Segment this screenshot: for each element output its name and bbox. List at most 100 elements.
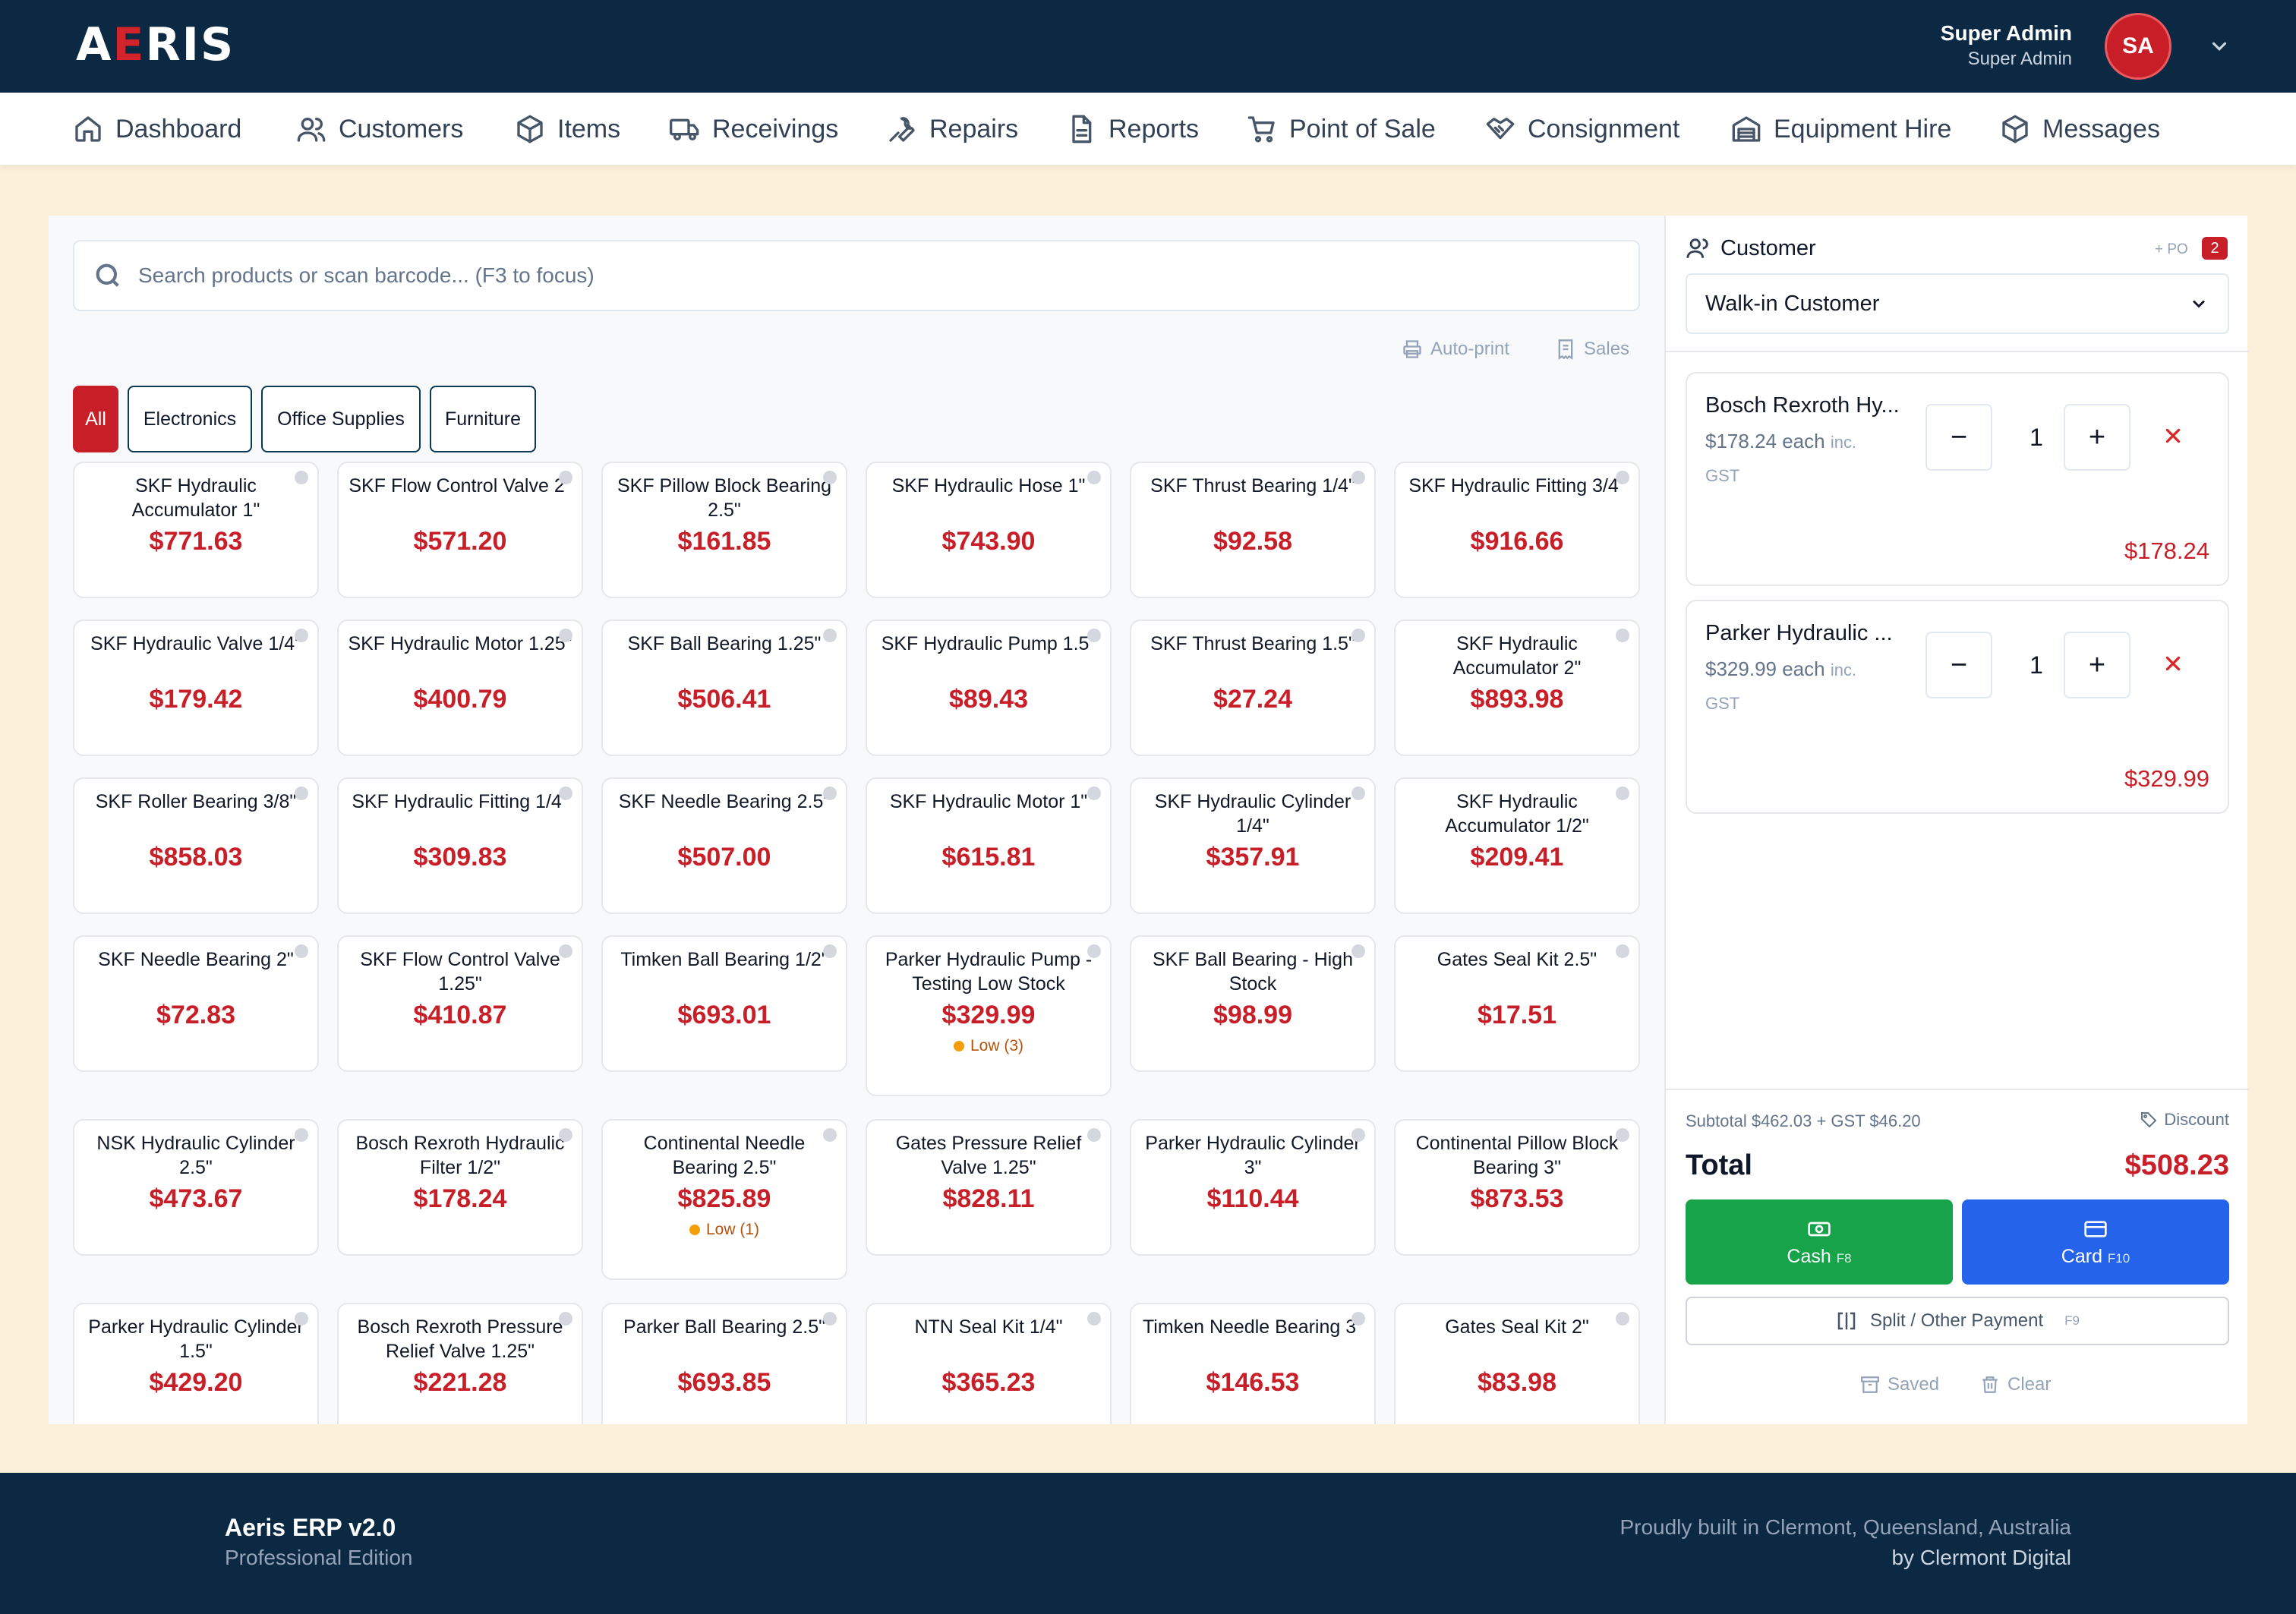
decrease-qty-button[interactable]: − (1925, 404, 1992, 471)
decrease-qty-button[interactable]: − (1925, 632, 1992, 698)
product-card[interactable]: SKF Hydraulic Accumulator 1/2" $209.41 (1394, 777, 1640, 914)
category-office-supplies[interactable]: Office Supplies (261, 386, 421, 452)
product-card[interactable]: SKF Roller Bearing 3/8" $858.03 (73, 777, 319, 914)
nav-item-messages[interactable]: Messages (2000, 93, 2160, 165)
product-card[interactable]: SKF Ball Bearing 1.25" $506.41 (601, 619, 847, 756)
product-name: SKF Hydraulic Fitting 3/4" (1408, 475, 1626, 496)
product-price: $916.66 (1470, 527, 1564, 556)
category-furniture[interactable]: Furniture (430, 386, 536, 452)
product-price: $161.85 (677, 527, 771, 556)
category-all[interactable]: All (73, 386, 118, 452)
footer-built-in: Proudly built in Clermont, Queensland, A… (1620, 1515, 2071, 1539)
product-card[interactable]: NSK Hydraulic Cylinder 2.5" $473.67 (73, 1119, 319, 1256)
card-payment-button[interactable]: Card F10 (1962, 1199, 2229, 1285)
sales-link[interactable]: Sales (1555, 336, 1629, 363)
product-card[interactable]: SKF Thrust Bearing 1.5" $27.24 (1130, 619, 1376, 756)
clear-cart-button[interactable]: Clear (1980, 1374, 2051, 1395)
product-status-dot (823, 1128, 837, 1142)
product-card[interactable]: SKF Hydraulic Accumulator 1" $771.63 (73, 462, 319, 598)
product-card[interactable]: SKF Hydraulic Motor 1.25" $400.79 (337, 619, 583, 756)
product-card[interactable]: SKF Hydraulic Fitting 3/4" $916.66 (1394, 462, 1640, 598)
saved-sales-button[interactable]: Saved (1860, 1374, 1939, 1395)
category-electronics[interactable]: Electronics (128, 386, 252, 452)
split-payment-button[interactable]: Split / Other Payment F9 (1686, 1297, 2229, 1345)
product-status-dot (1351, 629, 1365, 642)
product-card[interactable]: SKF Thrust Bearing 1/4" $92.58 (1130, 462, 1376, 598)
nav-label: Reports (1109, 114, 1200, 143)
product-card[interactable]: SKF Hydraulic Fitting 1/4" $309.83 (337, 777, 583, 914)
nav-item-equipment-hire[interactable]: Equipment Hire (1731, 93, 1951, 165)
product-status-dot (559, 629, 572, 642)
nav-item-consignment[interactable]: Consignment (1485, 93, 1679, 165)
divider (1666, 1089, 2249, 1090)
product-card[interactable]: SKF Pillow Block Bearing 2.5" $161.85 (601, 462, 847, 598)
product-price: $110.44 (1206, 1184, 1299, 1213)
document-icon (1072, 115, 1092, 143)
remove-item-button[interactable] (2156, 419, 2190, 452)
search-box[interactable] (73, 240, 1640, 311)
footer-app-version: Aeris ERP v2.0 (225, 1514, 396, 1541)
product-card[interactable]: Parker Ball Bearing 2.5" $693.85 (601, 1303, 847, 1424)
nav-item-dashboard[interactable]: Dashboard (73, 93, 241, 165)
product-card[interactable]: SKF Hydraulic Pump 1.5" $89.43 (866, 619, 1112, 756)
product-card[interactable]: Gates Seal Kit 2" $83.98 (1394, 1303, 1640, 1424)
product-card[interactable]: SKF Hydraulic Cylinder 1/4" $357.91 (1130, 777, 1376, 914)
product-card[interactable]: Gates Seal Kit 2.5" $17.51 (1394, 935, 1640, 1072)
total-value: $508.23 (2124, 1149, 2229, 1181)
footer: Aeris ERP v2.0 Professional Edition Prou… (0, 1473, 2296, 1614)
product-card[interactable]: NTN Seal Kit 1/4" $365.23 (866, 1303, 1112, 1424)
product-card[interactable]: Continental Needle Bearing 2.5" $825.89 Lo… (601, 1119, 847, 1280)
product-card[interactable]: Bosch Rexroth Hydraulic Filter 1/2" $178.… (337, 1119, 583, 1256)
product-status-dot (559, 944, 572, 958)
cash-payment-button[interactable]: Cash F8 (1686, 1199, 1953, 1285)
product-status-dot (295, 787, 308, 800)
add-po-link[interactable]: + PO (2155, 241, 2188, 257)
chevron-down-icon[interactable] (2208, 35, 2231, 58)
product-card[interactable]: Timken Needle Bearing 3" $146.53 (1130, 1303, 1376, 1424)
product-card[interactable]: Gates Pressure Relief Valve 1.25" $828.11 (866, 1119, 1112, 1256)
product-card[interactable]: SKF Hydraulic Accumulator 2" $893.98 (1394, 619, 1640, 756)
search-input[interactable] (138, 263, 1581, 288)
aeris-logo[interactable]: AERIS (76, 18, 235, 71)
customer-select[interactable]: Walk-in Customer (1686, 273, 2229, 334)
po-count-badge: 2 (2202, 237, 2228, 260)
nav-item-receivings[interactable]: Receivings (670, 93, 838, 165)
nav-item-reports[interactable]: Reports (1066, 93, 1199, 165)
product-card[interactable]: SKF Hydraulic Hose 1" $743.90 (866, 462, 1112, 598)
card-label: Card (2061, 1245, 2102, 1267)
product-name: SKF Needle Bearing 2.5" (618, 791, 831, 812)
product-card[interactable]: Parker Hydraulic Pump - Testing Low Stoc… (866, 935, 1112, 1096)
product-name: NTN Seal Kit 1/4" (914, 1316, 1063, 1338)
product-price: $400.79 (413, 685, 507, 714)
nav-item-point-of-sale[interactable]: Point of Sale (1247, 93, 1436, 165)
product-card[interactable]: SKF Needle Bearing 2" $72.83 (73, 935, 319, 1072)
product-status-dot (295, 1312, 308, 1326)
product-status-dot (295, 629, 308, 642)
user-avatar[interactable]: SA (2105, 13, 2171, 80)
nav-item-repairs[interactable]: Repairs (887, 93, 1018, 165)
product-card[interactable]: Parker Hydraulic Cylinder 3" $110.44 (1130, 1119, 1376, 1256)
tax-note: GST (1705, 694, 1740, 713)
product-panel: Auto-print Sales All Electronics Office … (49, 216, 1664, 1424)
product-card[interactable]: SKF Needle Bearing 2.5" $507.00 (601, 777, 847, 914)
product-card[interactable]: Timken Ball Bearing 1/2" $693.01 (601, 935, 847, 1072)
product-card[interactable]: SKF Ball Bearing - High Stock $98.99 (1130, 935, 1376, 1072)
nav-item-items[interactable]: Items (515, 93, 620, 165)
product-card[interactable]: Parker Hydraulic Cylinder 1.5" $429.20 (73, 1303, 319, 1424)
increase-qty-button[interactable]: + (2064, 404, 2130, 471)
product-card[interactable]: SKF Hydraulic Valve 1/4" $179.42 (73, 619, 319, 756)
autoprint-toggle[interactable]: Auto-print (1402, 336, 1509, 363)
product-card[interactable]: SKF Flow Control Valve 1.25" $410.87 (337, 935, 583, 1072)
product-card[interactable]: Bosch Rexroth Pressure Relief Valve 1.25… (337, 1303, 583, 1424)
product-card[interactable]: Continental Pillow Block Bearing 3" $873.… (1394, 1119, 1640, 1256)
quantity-value: 1 (2030, 651, 2043, 679)
product-card[interactable]: SKF Hydraulic Motor 1" $615.81 (866, 777, 1112, 914)
product-card[interactable]: SKF Flow Control Valve 2" $571.20 (337, 462, 583, 598)
product-price: $693.85 (677, 1368, 771, 1397)
nav-item-customers[interactable]: Customers (296, 93, 463, 165)
remove-item-button[interactable] (2156, 647, 2190, 680)
discount-button[interactable]: Discount (2140, 1110, 2229, 1130)
box-icon (517, 115, 543, 143)
footer-credit[interactable]: by Clermont Digital (1891, 1546, 2071, 1569)
increase-qty-button[interactable]: + (2064, 632, 2130, 698)
